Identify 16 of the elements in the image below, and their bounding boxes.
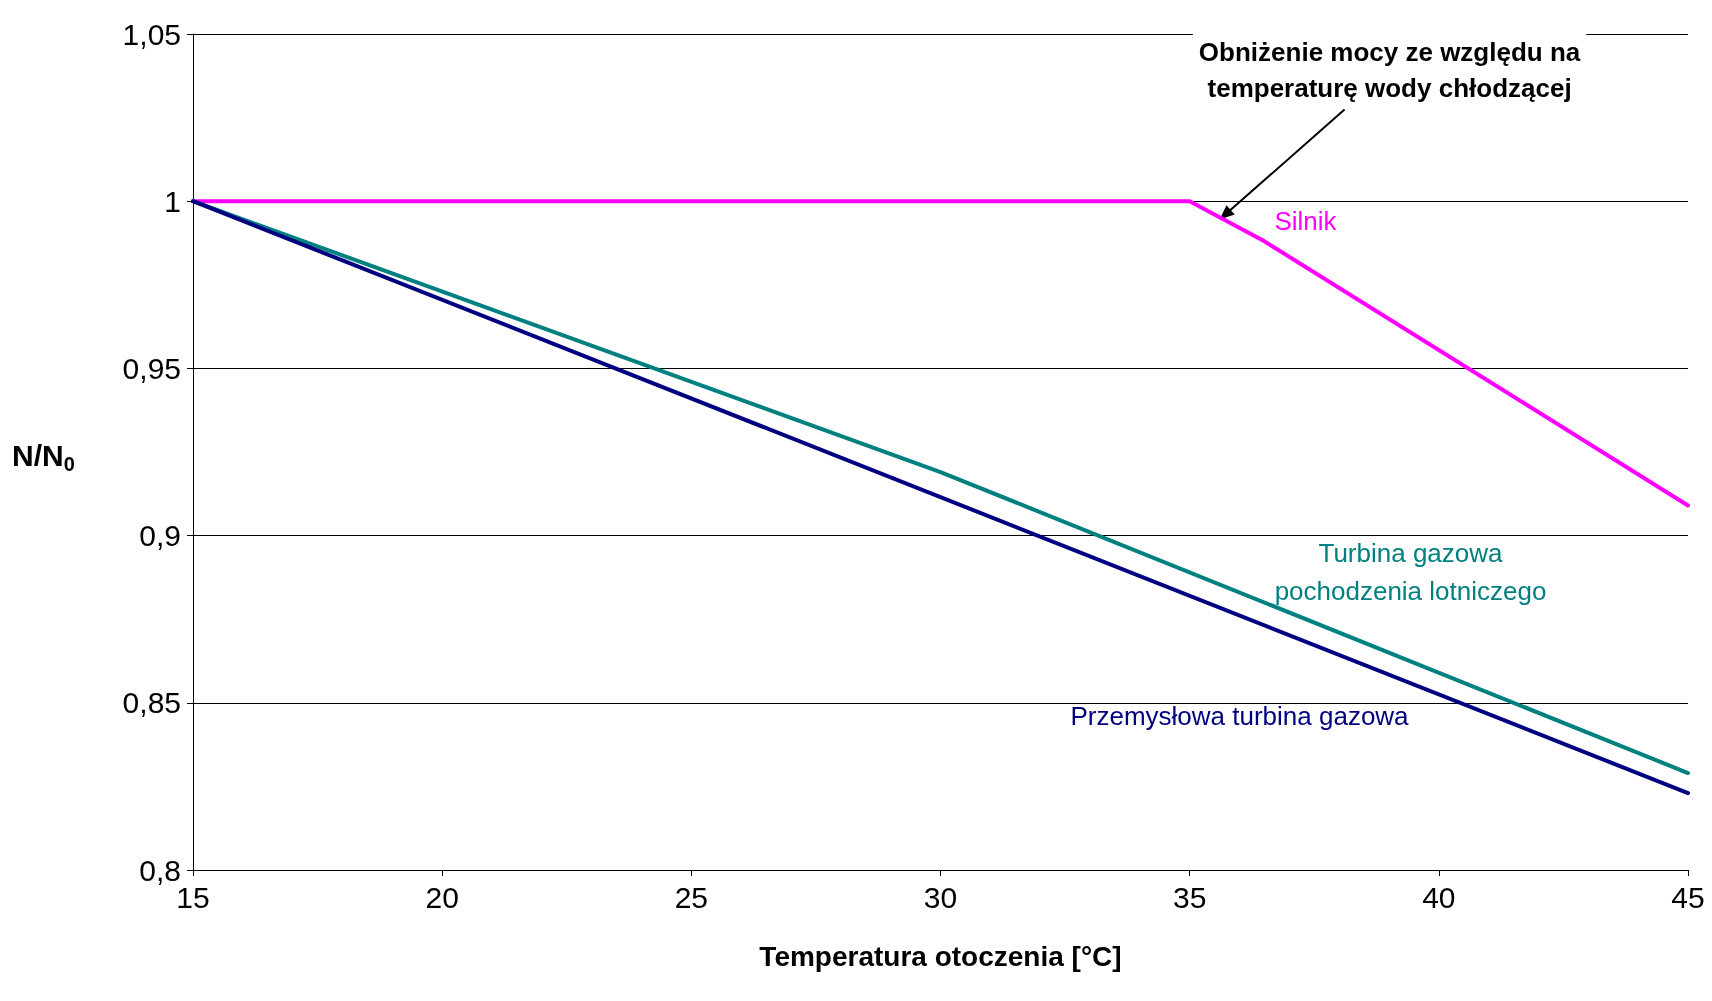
y-tick-label: 1,05 <box>122 17 181 51</box>
x-tick-label: 40 <box>1422 880 1456 914</box>
series-label: Przemysłowa turbina gazowa <box>1070 700 1410 731</box>
x-tick-label: 20 <box>425 880 459 914</box>
series-label: Turbina gazowa pochodzenia lotniczego <box>1274 538 1547 607</box>
x-tick-label: 35 <box>1172 880 1207 914</box>
x-tick-label: 25 <box>674 880 709 914</box>
x-tick-label: 45 <box>1671 880 1705 914</box>
series-label: Silnik <box>1274 206 1338 237</box>
y-tick-label: 0,95 <box>122 351 181 385</box>
x-axis-title: Temperatura otoczenia [°C] <box>759 940 1122 972</box>
y-tick-label: 0,85 <box>122 686 181 720</box>
x-tick-label: 30 <box>923 880 958 914</box>
y-tick-label: 1 <box>164 184 181 218</box>
annotation: Obniżenie mocy ze względu na temperaturę wody chłodzącej <box>1198 36 1581 103</box>
y-tick-label: 0,9 <box>139 519 181 553</box>
